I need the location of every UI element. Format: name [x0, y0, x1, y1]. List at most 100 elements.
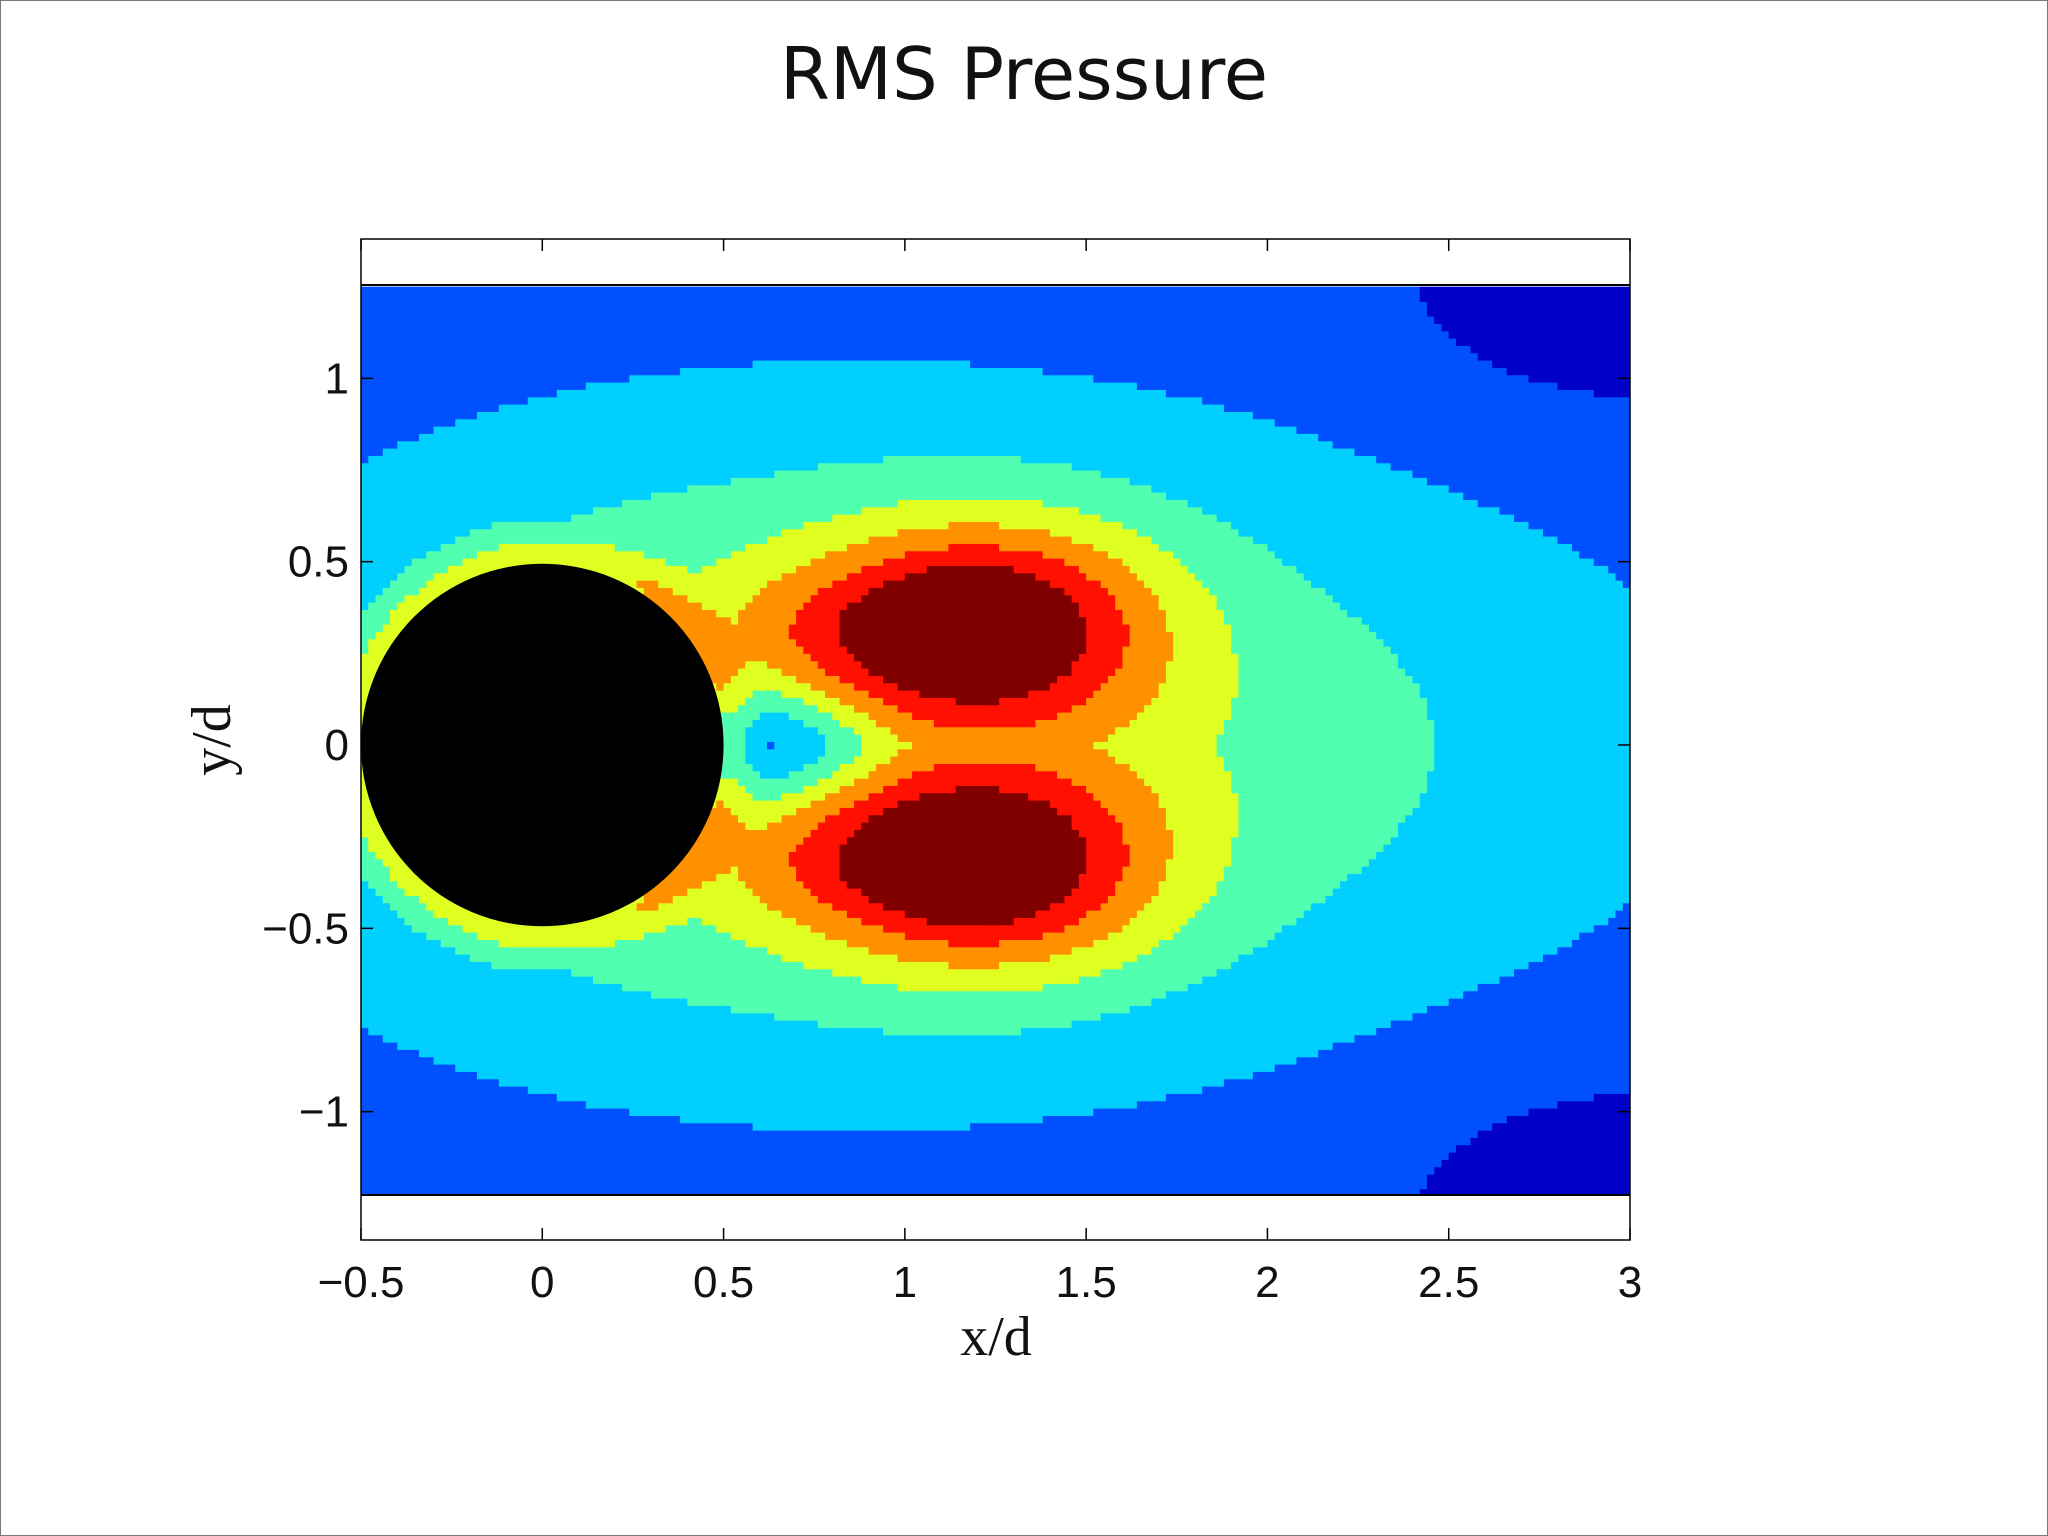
contour-cell-level-2	[397, 1049, 405, 1057]
contour-cell-level-3	[687, 1108, 695, 1116]
contour-cell-level-1	[1608, 1174, 1616, 1182]
contour-cell-level-3	[818, 1093, 826, 1101]
contour-cell-level-2	[1354, 1071, 1362, 1079]
contour-cell-level-3	[434, 1013, 442, 1021]
contour-cell-level-4	[1086, 1005, 1094, 1013]
contour-cell-level-2	[528, 1137, 536, 1145]
contour-cell-level-2	[1267, 1086, 1275, 1094]
contour-cell-level-2	[1093, 1181, 1101, 1189]
contour-cell-level-3	[695, 1108, 703, 1116]
contour-cell-level-3	[1246, 1071, 1254, 1079]
contour-cell-level-2	[1383, 1145, 1391, 1153]
contour-cell-level-2	[970, 1137, 978, 1145]
contour-cell-level-3	[1101, 1042, 1109, 1050]
contour-cell-level-2	[1441, 1130, 1449, 1138]
contour-cell-level-2	[1347, 1079, 1355, 1087]
contour-cell-level-3	[745, 1115, 753, 1123]
contour-cell-level-2	[1420, 1130, 1428, 1138]
contour-cell-level-1	[1616, 1152, 1624, 1160]
contour-cell-level-3	[811, 1027, 819, 1035]
contour-cell-level-2	[1362, 1174, 1370, 1182]
contour-cell-level-3	[818, 1042, 826, 1050]
contour-cell-level-2	[1463, 1013, 1471, 1021]
contour-cell-level-2	[441, 1093, 449, 1101]
contour-cell-level-3	[629, 1093, 637, 1101]
contour-cell-level-4	[796, 991, 804, 999]
contour-cell-level-2	[1238, 1152, 1246, 1160]
contour-cell-level-2	[1209, 1159, 1217, 1167]
contour-cell-level-3	[999, 1101, 1007, 1109]
contour-cell-level-2	[390, 1181, 398, 1189]
contour-cell-level-3	[1238, 1027, 1246, 1035]
contour-cell-level-3	[368, 1020, 376, 1028]
contour-cell-level-3	[702, 1064, 710, 1072]
contour-cell-level-3	[782, 1064, 790, 1072]
contour-cell-level-3	[1275, 1035, 1283, 1043]
contour-cell-level-2	[1325, 1057, 1333, 1065]
contour-cell-level-2	[1514, 1079, 1522, 1087]
contour-cell-level-2	[1347, 1174, 1355, 1182]
contour-cell-level-2	[1195, 1130, 1203, 1138]
contour-cell-level-2	[651, 1159, 659, 1167]
contour-cell-level-4	[1079, 1013, 1087, 1021]
contour-cell-level-2	[1550, 1057, 1558, 1065]
contour-cell-level-2	[1420, 1174, 1428, 1182]
contour-cell-level-2	[1478, 1057, 1486, 1065]
contour-cell-level-2	[390, 1152, 398, 1160]
contour-cell-level-3	[724, 1042, 732, 1050]
contour-cell-level-2	[1202, 1167, 1210, 1175]
contour-cell-level-2	[977, 1174, 985, 1182]
contour-cell-level-2	[1130, 1115, 1138, 1123]
contour-cell-level-3	[535, 998, 543, 1006]
contour-cell-level-2	[1224, 1159, 1232, 1167]
contour-cell-level-2	[803, 1137, 811, 1145]
contour-cell-level-2	[1311, 1159, 1319, 1167]
contour-cell-level-3	[1217, 1079, 1225, 1087]
contour-cell-level-2	[1144, 1123, 1152, 1131]
contour-cell-level-2	[999, 1145, 1007, 1153]
contour-cell-level-2	[622, 1181, 630, 1189]
contour-cell-level-3	[390, 991, 398, 999]
contour-cell-level-1	[1572, 1115, 1580, 1123]
contour-cell-level-2	[1507, 1049, 1515, 1057]
contour-cell-level-2	[528, 1101, 536, 1109]
contour-cell-level-2	[405, 1064, 413, 1072]
contour-cell-level-1	[1557, 1167, 1565, 1175]
contour-cell-level-3	[1014, 1101, 1022, 1109]
contour-cell-level-3	[1101, 1093, 1109, 1101]
contour-cell-level-3	[521, 1071, 529, 1079]
contour-cell-level-1	[1470, 1145, 1478, 1153]
contour-cell-level-2	[1594, 1064, 1602, 1072]
contour-cell-level-3	[434, 1027, 442, 1035]
contour-cell-level-3	[1079, 1035, 1087, 1043]
contour-cell-level-2	[1151, 1108, 1159, 1116]
contour-cell-level-3	[506, 1020, 514, 1028]
contour-cell-level-2	[593, 1137, 601, 1145]
contour-cell-level-2	[832, 1152, 840, 1160]
contour-cell-level-2	[600, 1145, 608, 1153]
contour-cell-level-1	[1492, 1167, 1500, 1175]
contour-cell-level-2	[1434, 1035, 1442, 1043]
contour-cell-level-2	[397, 1057, 405, 1065]
contour-cell-level-3	[803, 1079, 811, 1087]
contour-cell-level-2	[1441, 1071, 1449, 1079]
contour-cell-level-4	[970, 991, 978, 999]
contour-cell-level-3	[753, 1108, 761, 1116]
contour-cell-level-3	[1043, 1093, 1051, 1101]
contour-cell-level-2	[463, 1101, 471, 1109]
contour-cell-level-3	[1072, 1071, 1080, 1079]
contour-cell-level-2	[477, 1108, 485, 1116]
contour-cell-level-2	[1246, 1137, 1254, 1145]
contour-cell-level-2	[521, 1181, 529, 1189]
contour-cell-level-3	[629, 1064, 637, 1072]
contour-cell-level-2	[1528, 998, 1536, 1006]
contour-cell-level-4	[905, 991, 913, 999]
contour-cell-level-3	[550, 998, 558, 1006]
contour-cell-level-2	[890, 1159, 898, 1167]
contour-cell-level-2	[1434, 1115, 1442, 1123]
contour-cell-level-3	[1064, 1042, 1072, 1050]
contour-cell-level-3	[1253, 1064, 1261, 1072]
contour-cell-level-3	[1304, 1013, 1312, 1021]
contour-cell-level-3	[1180, 1071, 1188, 1079]
contour-cell-level-2	[1608, 1071, 1616, 1079]
